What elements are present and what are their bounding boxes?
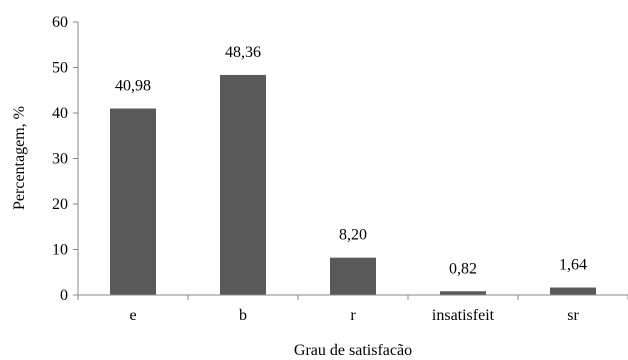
data-label-insatisfeit: 0,82 bbox=[449, 260, 477, 277]
x-axis-ticks: e b r insatisfeit sr bbox=[77, 295, 628, 324]
data-label-b: 48,36 bbox=[225, 44, 261, 61]
x-tick-label: r bbox=[350, 307, 356, 324]
data-labels: 40,98 48,36 8,20 0,82 1,64 bbox=[115, 44, 587, 277]
y-tick-label: 50 bbox=[52, 60, 68, 77]
bar-insatisfeit bbox=[440, 291, 486, 295]
y-tick-label: 60 bbox=[52, 14, 68, 31]
x-tick-label: insatisfeit bbox=[432, 307, 495, 324]
data-label-sr: 1,64 bbox=[559, 257, 587, 274]
data-label-r: 8,20 bbox=[339, 227, 367, 244]
bar-b bbox=[220, 74, 266, 295]
x-axis-title: Grau de satisfacão bbox=[294, 342, 412, 359]
y-tick-label: 30 bbox=[52, 151, 68, 168]
bar-sr bbox=[550, 287, 596, 295]
bars bbox=[110, 74, 596, 295]
y-tick-label: 40 bbox=[52, 105, 68, 122]
x-tick-label: e bbox=[129, 307, 136, 324]
bar-e bbox=[110, 108, 156, 295]
y-tick-label: 10 bbox=[52, 242, 68, 259]
y-axis-ticks: 0 10 20 30 40 50 60 bbox=[52, 14, 78, 304]
bar-r bbox=[330, 257, 376, 295]
x-tick-label: sr bbox=[567, 307, 579, 324]
x-tick-label: b bbox=[239, 307, 247, 324]
y-tick-label: 20 bbox=[52, 196, 68, 213]
y-tick-label: 0 bbox=[60, 287, 68, 304]
data-label-e: 40,98 bbox=[115, 78, 151, 95]
y-axis-title: Percentagem, % bbox=[11, 106, 28, 210]
